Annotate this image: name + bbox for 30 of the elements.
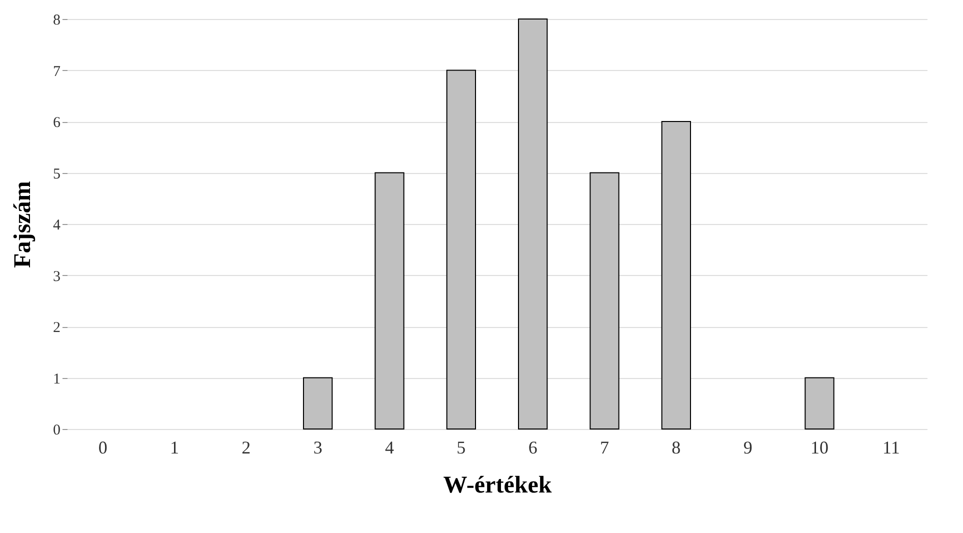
x-tick-label: 10 <box>810 438 828 458</box>
x-tick-label: 6 <box>528 438 538 458</box>
x-tick-label: 1 <box>170 438 179 458</box>
x-tick-label: 2 <box>242 438 251 458</box>
x-tick-label: 7 <box>600 438 609 458</box>
y-tick-label: 8 <box>53 12 60 28</box>
y-tick-label: 3 <box>53 268 60 285</box>
x-tick-label: 0 <box>98 438 108 458</box>
y-tick-label: 1 <box>53 371 60 388</box>
x-tick-label: 4 <box>385 438 394 458</box>
x-tick-label: 11 <box>882 438 900 458</box>
y-axis-title: Fajszám <box>10 181 36 268</box>
y-tick-label: 0 <box>53 422 60 438</box>
x-tick-label: 3 <box>313 438 322 458</box>
y-tick-label: 5 <box>53 166 60 182</box>
y-tick-label: 7 <box>53 64 61 80</box>
y-tick-label: 2 <box>53 320 60 336</box>
bar <box>661 121 691 430</box>
x-tick-label: 9 <box>743 438 752 458</box>
x-tick-label: 8 <box>672 438 681 458</box>
bar <box>374 172 404 430</box>
x-tick-label: 5 <box>456 438 466 458</box>
y-tick-label: 6 <box>53 115 61 131</box>
bar <box>303 377 333 430</box>
bar <box>446 70 476 430</box>
x-axis-title: W-értékek <box>443 472 552 498</box>
y-tick-label: 4 <box>53 218 61 234</box>
bar <box>590 172 620 430</box>
bar <box>518 18 548 430</box>
bar <box>804 377 834 430</box>
